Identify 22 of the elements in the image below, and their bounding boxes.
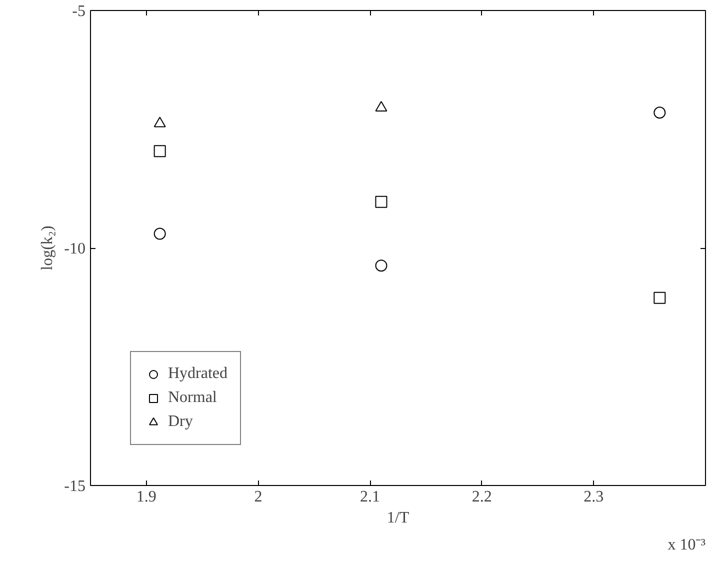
text: x 10⁻³ xyxy=(668,536,706,554)
x-tick-label: 2.2 xyxy=(472,488,492,506)
y-tick-label: -5 xyxy=(72,3,86,20)
x-axis-title: 1/T xyxy=(386,510,410,526)
point xyxy=(154,116,166,128)
x-tick-label: 1.9 xyxy=(136,488,156,506)
x-tick-label: 2 xyxy=(254,488,262,506)
legend-label: Dry xyxy=(168,413,193,431)
y-axis-title: log(k₂) xyxy=(39,226,56,270)
y-tick-label: -15 xyxy=(64,478,86,495)
point xyxy=(654,292,666,304)
x-tick-label: 2.1 xyxy=(360,488,380,506)
point xyxy=(154,145,166,158)
legend-label: Normal xyxy=(168,389,217,407)
point xyxy=(375,260,388,272)
point xyxy=(375,196,388,208)
point xyxy=(154,228,166,240)
point xyxy=(375,101,388,112)
x-tick-label: 2.3 xyxy=(584,488,604,506)
point xyxy=(654,106,666,119)
legend-label: Hydrated xyxy=(168,365,228,383)
y-tick-label: -10 xyxy=(64,240,86,258)
